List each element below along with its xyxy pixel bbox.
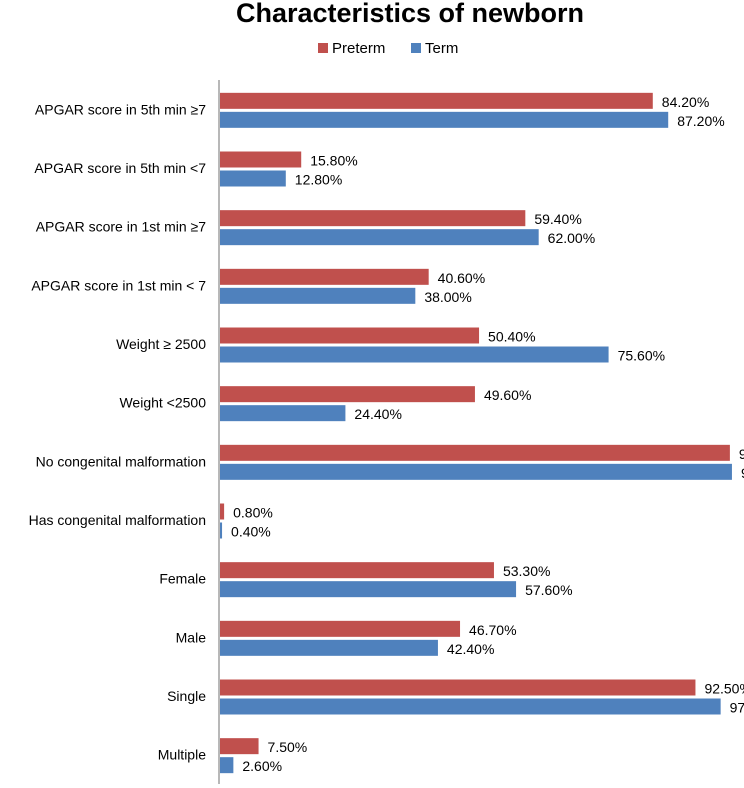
category-label: Multiple — [158, 747, 206, 763]
data-label-preterm: 59.40% — [534, 211, 581, 227]
bar-term — [220, 698, 721, 715]
bar-preterm — [220, 92, 653, 109]
bar-preterm — [220, 562, 494, 579]
legend-label-term: Term — [425, 40, 458, 57]
data-label-term: 24.40% — [354, 406, 401, 422]
chart-title: Characteristics of newborn — [236, 0, 584, 28]
category-label: Weight ≥ 2500 — [116, 336, 206, 352]
category-label: APGAR score in 5th min <7 — [34, 160, 206, 176]
category-label: Female — [159, 571, 206, 587]
data-label-term: 99.60% — [741, 465, 744, 481]
data-label-term: 0.40% — [231, 524, 271, 540]
category-label: No congenital malformation — [36, 453, 206, 469]
data-label-preterm: 40.60% — [438, 270, 485, 286]
data-label-preterm: 53.30% — [503, 563, 550, 579]
data-label-preterm: 99.20% — [739, 446, 744, 462]
bar-preterm — [220, 268, 429, 285]
data-label-term: 12.80% — [295, 172, 342, 188]
bar-term — [220, 639, 438, 656]
bar-term — [220, 522, 223, 539]
bar-term — [220, 111, 669, 128]
data-label-term: 62.00% — [548, 230, 595, 246]
bar-term — [220, 287, 416, 304]
data-label-preterm: 50.40% — [488, 329, 535, 345]
category-label: APGAR score in 1st min < 7 — [31, 277, 206, 293]
legend-swatch-term — [411, 43, 421, 53]
data-label-preterm: 84.20% — [662, 94, 709, 110]
bar-term — [220, 581, 517, 598]
data-label-term: 75.60% — [618, 348, 665, 364]
bars-group — [220, 92, 732, 774]
bar-term — [220, 405, 346, 422]
data-label-term: 97.40% — [730, 700, 744, 716]
category-label: APGAR score in 1st min ≥7 — [36, 219, 207, 235]
data-label-term: 57.60% — [525, 582, 572, 598]
data-label-preterm: 0.80% — [233, 505, 273, 521]
data-label-preterm: 15.80% — [310, 153, 357, 169]
data-label-preterm: 7.50% — [268, 739, 308, 755]
data-label-term: 2.60% — [242, 758, 282, 774]
bar-term — [220, 757, 234, 774]
category-label: Has congenital malformation — [29, 512, 206, 528]
bar-preterm — [220, 503, 225, 520]
data-label-term: 38.00% — [424, 289, 471, 305]
legend-label-preterm: Preterm — [332, 40, 385, 57]
bar-term — [220, 463, 732, 480]
bar-preterm — [220, 738, 259, 755]
bar-preterm — [220, 620, 461, 637]
data-label-preterm: 49.60% — [484, 387, 531, 403]
category-label: Male — [176, 629, 207, 645]
bar-term — [220, 346, 609, 363]
bar-preterm — [220, 151, 302, 168]
labels-group: APGAR score in 5th min ≥7 84.20% 87.20% APG… — [29, 94, 744, 774]
category-label: Weight <2500 — [119, 395, 206, 411]
bar-term — [220, 229, 539, 246]
legend-swatch-preterm — [318, 43, 328, 53]
bar-term — [220, 170, 286, 187]
bar-preterm — [220, 327, 480, 344]
bar-preterm — [220, 444, 730, 461]
category-label: APGAR score in 5th min ≥7 — [35, 101, 206, 117]
data-label-term: 42.40% — [447, 641, 494, 657]
bar-preterm — [220, 386, 475, 403]
legend: Preterm Term — [318, 40, 458, 57]
data-label-term: 87.20% — [677, 113, 724, 129]
data-label-preterm: 92.50% — [704, 681, 744, 697]
data-label-preterm: 46.70% — [469, 622, 516, 638]
bar-preterm — [220, 210, 526, 227]
category-label: Single — [167, 688, 206, 704]
bar-preterm — [220, 679, 696, 696]
